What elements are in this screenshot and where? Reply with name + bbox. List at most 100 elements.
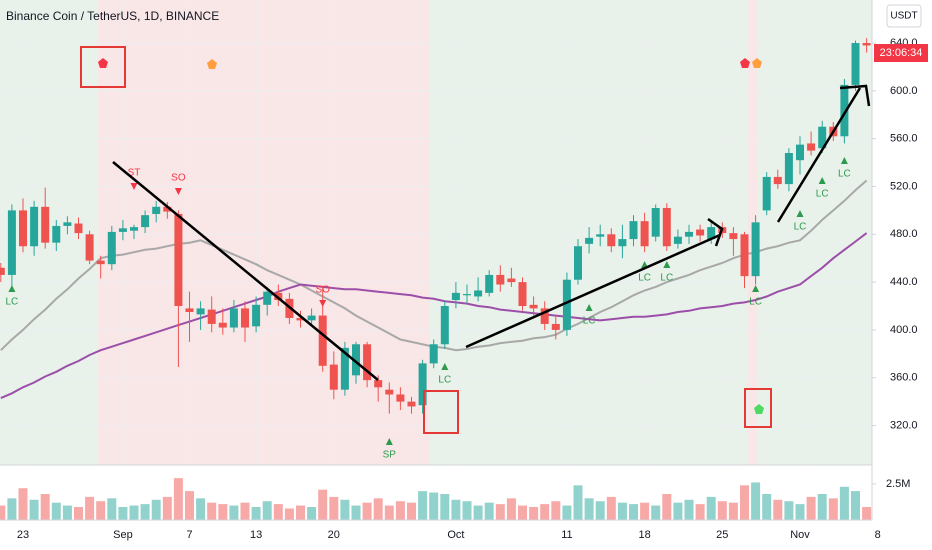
volume-bar <box>74 507 83 520</box>
x-tick-label: 23 <box>17 529 29 541</box>
candle-body <box>862 43 871 46</box>
volume-bar <box>584 498 594 520</box>
candle-body <box>685 231 693 237</box>
volume-bar <box>62 505 72 520</box>
trend-line <box>776 87 862 223</box>
candle-body <box>263 291 272 305</box>
volume-bar <box>407 502 416 520</box>
volume-bar <box>40 494 50 520</box>
volume-bar <box>540 504 550 520</box>
candle-body <box>451 292 460 301</box>
signal-label: LC <box>816 189 829 200</box>
candle-body <box>185 308 194 312</box>
countdown: 23:06:34 <box>880 47 923 59</box>
candle-body <box>629 221 638 240</box>
signal-label: ST <box>128 168 141 179</box>
volume-bar <box>529 507 539 520</box>
volume-bar <box>862 507 872 520</box>
volume-bar <box>151 499 161 520</box>
candle-body <box>540 308 549 324</box>
volume-bar <box>506 498 516 520</box>
signal-marker <box>752 285 760 292</box>
chart-title: Binance Coin / TetherUS, 1D, BINANCE <box>6 9 219 23</box>
signals <box>80 46 772 434</box>
volume-bar <box>784 501 794 520</box>
volume-bar <box>684 499 694 520</box>
candle-body <box>840 84 849 137</box>
volume-bar <box>695 504 705 520</box>
candle-body <box>307 315 316 321</box>
volume-bar <box>307 507 317 520</box>
volume-bar <box>85 496 95 520</box>
candle-body <box>851 43 860 85</box>
volume-tick-label: 2.5M <box>886 478 910 490</box>
volume-bar <box>440 494 450 520</box>
arrow <box>839 84 871 107</box>
candle-body <box>796 144 804 161</box>
candle-body <box>507 278 516 283</box>
volume-bar <box>640 502 650 520</box>
volume-bar <box>839 486 849 520</box>
candle-body <box>363 344 372 381</box>
volume-bar <box>273 504 283 520</box>
axes: 320.0 360.0 400.0 440.0 480.0 520.0 560.0 600.0… <box>17 37 918 541</box>
trend-line <box>465 233 721 349</box>
signal <box>98 58 108 68</box>
signal-label: LC <box>749 297 762 308</box>
candle-body <box>440 306 449 345</box>
volume-bar <box>173 478 183 520</box>
signal-marker <box>174 188 182 195</box>
volume-bar <box>462 501 472 520</box>
countdown-box <box>874 44 928 62</box>
volume-bar <box>395 501 405 520</box>
volume-bar <box>662 494 672 520</box>
candle-body <box>30 206 39 247</box>
volume-bar <box>318 489 328 520</box>
volume-bar <box>562 505 572 520</box>
time-axis <box>0 520 932 550</box>
candle-body <box>107 231 116 265</box>
candle-body <box>207 309 216 324</box>
candle-body <box>318 315 327 366</box>
volume-bar <box>240 502 250 520</box>
volume-bar <box>51 502 61 520</box>
candle-body <box>496 274 505 285</box>
volume-bar <box>817 494 827 520</box>
candle-body <box>818 126 827 149</box>
volume-bar <box>251 507 261 520</box>
signal <box>207 59 217 69</box>
volume-bar <box>617 502 627 520</box>
candle-body <box>662 207 671 247</box>
candle-body <box>562 279 571 330</box>
volume-bar <box>629 504 638 520</box>
volume-bar <box>96 501 106 520</box>
candle-body <box>518 282 527 307</box>
signal-label: LC <box>583 316 596 327</box>
candle-body <box>707 227 716 240</box>
candle-body <box>651 207 660 237</box>
x-tick-label: 8 <box>875 529 881 541</box>
candle-body <box>374 380 383 388</box>
volume-bar <box>229 505 239 520</box>
volume-bar <box>196 498 206 520</box>
y-tick-label: 480.0 <box>890 228 918 240</box>
price-axis <box>872 0 932 550</box>
candle-body <box>640 221 649 247</box>
signal-label: SO <box>171 173 186 184</box>
y-tick-label: 320.0 <box>890 419 918 431</box>
volume-bar <box>773 499 783 520</box>
candle-body <box>773 176 782 185</box>
signal-label: LC <box>6 297 19 308</box>
volume-bar <box>595 501 605 520</box>
candle-body <box>529 304 538 309</box>
volume-bar <box>651 505 661 520</box>
x-tick-label: 13 <box>250 529 262 541</box>
candle-body <box>141 215 150 228</box>
candle-body <box>340 347 349 390</box>
volume <box>0 478 872 520</box>
candle-body <box>696 229 705 236</box>
candle-body <box>574 246 582 280</box>
candle-body <box>329 364 338 390</box>
candle-body <box>52 225 61 243</box>
candle-body <box>63 222 72 226</box>
